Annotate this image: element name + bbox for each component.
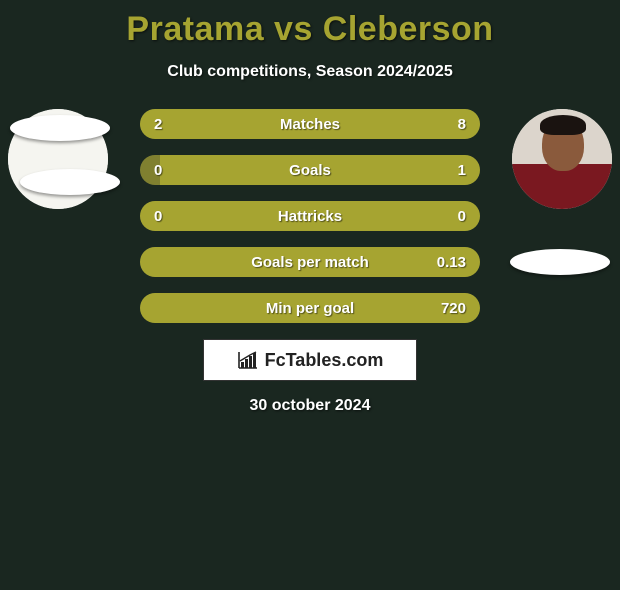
stat-row: 0 Goals 1 — [140, 155, 480, 185]
player-right-avatar — [512, 109, 612, 209]
stat-value-right: 0.13 — [437, 254, 466, 271]
stat-value-left: 2 — [154, 116, 162, 133]
subtitle: Club competitions, Season 2024/2025 — [0, 63, 620, 81]
stat-value-left: 0 — [154, 208, 162, 225]
stat-bar-right — [208, 109, 480, 139]
player-left-name-bubble-2 — [20, 169, 120, 195]
date-label: 30 october 2024 — [0, 397, 620, 415]
player-right-avatar-image — [512, 109, 612, 209]
brand-box[interactable]: FcTables.com — [203, 339, 417, 381]
stat-label: Goals per match — [251, 254, 369, 271]
comparison-content: 2 Matches 8 0 Goals 1 0 Hattricks 0 Goals per mat… — [0, 109, 620, 415]
stat-value-left: 0 — [154, 162, 162, 179]
stat-row: Goals per match 0.13 — [140, 247, 480, 277]
stat-row: Min per goal 720 — [140, 293, 480, 323]
page-title: Pratama vs Cleberson — [0, 10, 620, 49]
stat-label: Matches — [280, 116, 340, 133]
player-left-name-bubble-1 — [10, 115, 110, 141]
stat-label: Min per goal — [266, 300, 354, 317]
brand-chart-icon — [237, 350, 259, 370]
stat-row: 2 Matches 8 — [140, 109, 480, 139]
brand-text: FcTables.com — [265, 350, 384, 371]
stat-label: Hattricks — [278, 208, 342, 225]
stat-row: 0 Hattricks 0 — [140, 201, 480, 231]
stat-value-right: 0 — [458, 208, 466, 225]
stat-value-right: 720 — [441, 300, 466, 317]
stat-value-right: 8 — [458, 116, 466, 133]
stat-value-right: 1 — [458, 162, 466, 179]
stat-label: Goals — [289, 162, 331, 179]
stat-bar-left — [140, 109, 208, 139]
player-right-name-bubble — [510, 249, 610, 275]
stat-rows: 2 Matches 8 0 Goals 1 0 Hattricks 0 Goals per mat… — [140, 109, 480, 323]
